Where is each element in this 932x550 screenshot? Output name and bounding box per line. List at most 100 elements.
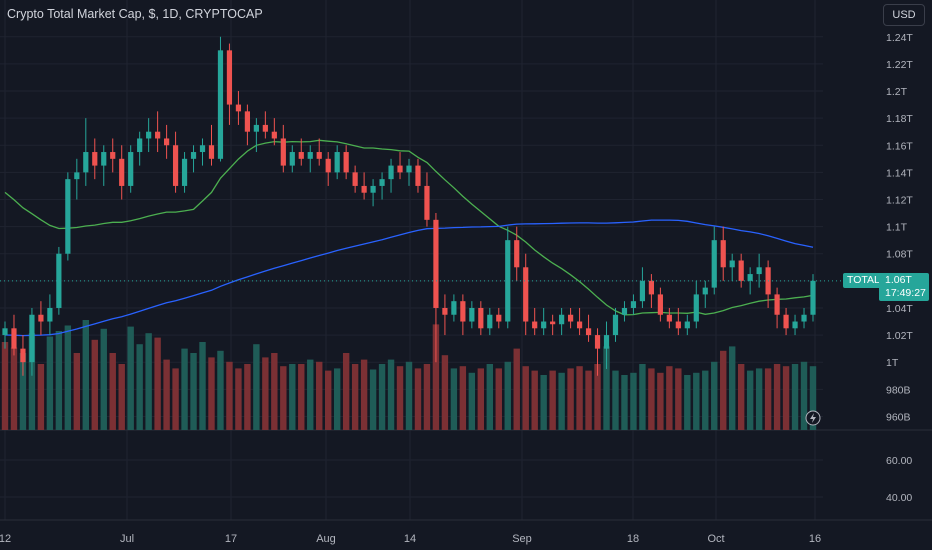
candle-body [756, 267, 762, 275]
candle-body [711, 240, 717, 288]
volume-bar [64, 325, 72, 430]
y-axis-tick-label: 960B [886, 411, 911, 423]
candle-body [559, 314, 565, 325]
volume-bar [755, 368, 763, 430]
volume-bar [163, 359, 170, 430]
volume-bar [684, 375, 691, 430]
candle-body [83, 152, 89, 173]
candle-body [325, 158, 331, 173]
candle-body [424, 185, 430, 220]
candle-body [630, 301, 637, 308]
volume-bar [531, 370, 538, 430]
candle-body [271, 131, 277, 139]
volume-bar [405, 361, 413, 430]
candle-body [801, 314, 807, 322]
candle-body [262, 124, 268, 132]
volume-bar [73, 353, 81, 430]
volume-bar [181, 348, 188, 430]
chart-title: Crypto Total Market Cap, $, 1D, CRYPTOCA… [7, 7, 263, 21]
volume-bar [522, 366, 529, 430]
candle-body [576, 321, 583, 329]
y-axis-tick-label: 980B [886, 384, 911, 396]
candle-body [648, 280, 654, 295]
volume-bar [378, 364, 386, 430]
candle-body [532, 321, 538, 329]
y-axis-tick-label: 1.24T [886, 32, 913, 44]
volume-bar [675, 368, 682, 430]
volume-bar [298, 364, 305, 430]
volume-bar [55, 331, 63, 430]
candle-body [594, 335, 601, 349]
volume-bar [513, 348, 520, 430]
candle-body [810, 280, 816, 315]
volume-bar [369, 369, 377, 430]
volume-bar [791, 364, 799, 430]
y-axis-tick-label: 1T [886, 357, 899, 369]
volume-bar [764, 368, 772, 430]
candle-body [352, 172, 358, 186]
candle-body [792, 321, 798, 329]
candle-body [666, 314, 672, 322]
candle-body [226, 50, 233, 105]
candle-body [181, 158, 188, 186]
volume-bar [729, 346, 736, 430]
volume-bar [746, 370, 754, 430]
volume-bar [639, 364, 646, 430]
y-axis-tick-label: 1.04T [886, 303, 913, 315]
candle-body [460, 301, 466, 322]
volume-bar [351, 364, 359, 430]
currency-button[interactable]: USD [883, 4, 925, 26]
candle-body [675, 321, 681, 329]
x-axis-tick-label: Sep [512, 533, 532, 545]
candle-body [316, 152, 322, 159]
candle-body [172, 145, 179, 186]
candle-body [397, 165, 403, 173]
candle-body [307, 152, 313, 159]
candle-body [92, 152, 98, 166]
candle-body [523, 267, 529, 322]
candle-body [298, 152, 304, 159]
x-axis-tick-label: Oct [707, 533, 724, 545]
y-axis-tick-label: 1.12T [886, 194, 913, 206]
candle-body [693, 294, 699, 322]
volume-bar [333, 368, 341, 430]
volume-bar [136, 344, 143, 430]
candle-body [253, 124, 259, 132]
volume-bar [450, 368, 458, 430]
candle-body [128, 152, 134, 186]
candle-body [244, 111, 250, 132]
candle-body [137, 138, 143, 153]
volume-bar [262, 357, 269, 430]
volume-bar [585, 370, 592, 430]
candle-body [433, 219, 439, 308]
x-axis-tick-label: 17 [225, 533, 237, 545]
candle-body [550, 321, 556, 325]
candle-body [379, 179, 385, 186]
y-axis-tick-label: 1.18T [886, 113, 913, 125]
candle-body [47, 307, 53, 322]
volume-bar [621, 375, 628, 430]
volume-bar [693, 372, 700, 430]
candle-body [487, 314, 493, 329]
candle-body [119, 158, 125, 186]
volume-bar [190, 353, 197, 430]
volume-bar [19, 353, 27, 430]
volume-bar [208, 357, 215, 430]
volume-bar [630, 372, 637, 430]
volume-bar [800, 361, 808, 430]
candle-body [585, 328, 592, 336]
volume-bar [253, 344, 260, 430]
volume-bar [594, 364, 601, 430]
volume-bar [468, 372, 476, 430]
volume-bar [1, 342, 9, 430]
volume-bar [199, 342, 206, 430]
x-axis-tick-label: Aug [316, 533, 336, 545]
candle-body [774, 294, 780, 315]
candle-body [101, 152, 107, 166]
candle-body [11, 328, 17, 349]
candle-countdown: 17:49:27 [885, 287, 926, 299]
volume-bar [316, 361, 323, 430]
candle-body [146, 131, 152, 139]
